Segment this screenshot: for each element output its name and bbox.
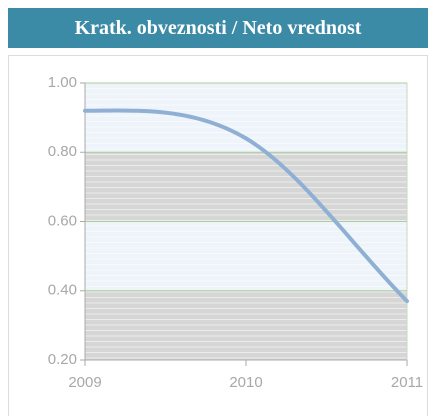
y-tick-label: 1.00 bbox=[48, 74, 77, 91]
data-line bbox=[83, 108, 409, 304]
plot-band bbox=[85, 83, 407, 153]
plot-band bbox=[85, 152, 407, 222]
y-tick-label: 0.60 bbox=[48, 212, 77, 229]
x-tick-label: 2010 bbox=[229, 374, 262, 391]
y-tick-label: 0.80 bbox=[48, 143, 77, 160]
plot-band bbox=[85, 221, 407, 291]
x-tick-label: 2009 bbox=[68, 374, 101, 391]
y-tick-label: 0.40 bbox=[48, 282, 77, 299]
chart-title: Kratk. obveznosti / Neto vrednost bbox=[8, 8, 428, 48]
x-tick-label: 2011 bbox=[391, 374, 423, 391]
chart-panel bbox=[8, 55, 428, 416]
y-tick-label: 0.20 bbox=[48, 351, 77, 368]
